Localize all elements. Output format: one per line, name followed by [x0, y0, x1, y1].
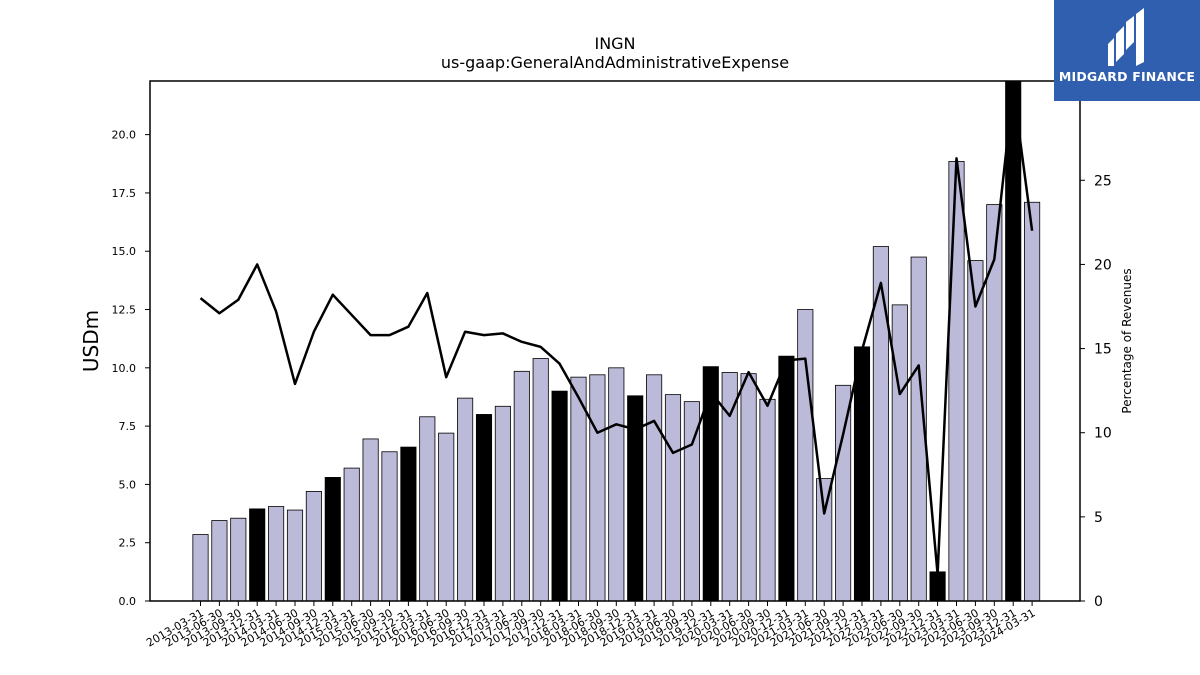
bar	[268, 506, 285, 602]
bar	[608, 367, 625, 602]
bar	[646, 374, 663, 602]
bar	[891, 304, 908, 602]
bar	[967, 260, 984, 602]
bar	[192, 534, 209, 602]
bar	[702, 366, 719, 602]
line-layer	[199, 86, 1034, 576]
bar	[721, 372, 738, 602]
bar	[835, 384, 852, 602]
y-tick-label: 17.5	[112, 187, 137, 200]
bar	[381, 451, 398, 602]
y-tick-label: 10.0	[112, 362, 137, 375]
bar	[1005, 80, 1022, 602]
plot-frame	[149, 80, 1081, 602]
y-tick-label: 15.0	[112, 245, 137, 258]
pct-revenue-line	[199, 86, 1034, 576]
bar	[570, 376, 587, 602]
bars-layer	[192, 80, 1041, 602]
y2-tick-label: 25	[1094, 173, 1112, 189]
bar	[305, 490, 322, 602]
y-tick-label: 2.5	[119, 537, 137, 550]
y-tick-label: 0.0	[119, 595, 137, 608]
y-tick-label: 20.0	[112, 129, 137, 142]
bar	[740, 373, 757, 602]
bar	[797, 309, 814, 602]
y2-axis-label: Percentage of Revenues	[1120, 268, 1134, 413]
bar	[419, 416, 436, 602]
y-tick-label: 5.0	[119, 478, 137, 491]
bar	[551, 390, 568, 602]
y2-tick-label: 5	[1094, 510, 1103, 526]
bar	[362, 438, 379, 602]
bar	[438, 432, 455, 602]
bar	[759, 398, 776, 602]
bar	[475, 414, 493, 602]
y2-tick-label: 10	[1094, 426, 1112, 442]
bar	[211, 520, 228, 602]
y-axis-label: USDm	[79, 310, 103, 372]
bar	[929, 571, 946, 602]
bar	[664, 394, 682, 602]
bar	[324, 477, 341, 602]
bar	[457, 397, 474, 602]
y2-tick-label: 0	[1094, 594, 1103, 610]
bar	[853, 346, 871, 602]
bar	[532, 358, 549, 602]
brand-logo: MIDGARD FINANCE	[1054, 0, 1200, 101]
midgard-logo-icon	[1108, 8, 1144, 66]
chart-title: INGN	[594, 34, 635, 53]
bar	[778, 355, 795, 602]
bar	[589, 374, 606, 602]
bar	[249, 508, 266, 602]
bar	[494, 405, 511, 602]
y-tick-label: 12.5	[112, 304, 137, 317]
left-axis: 0.0 2.5 5.0 7.5 10.0 12.5 15.0 17.5 20.0	[112, 129, 150, 608]
bar	[400, 446, 417, 602]
y2-tick-label: 15	[1094, 342, 1112, 358]
y-tick-label: 7.5	[119, 420, 137, 433]
bar	[816, 478, 833, 602]
bar	[343, 467, 360, 602]
y2-tick-label: 20	[1094, 257, 1112, 273]
bar	[513, 370, 530, 602]
right-axis: 051015202530	[1080, 89, 1112, 610]
chart-subtitle: us-gaap:GeneralAndAdministrativeExpense	[441, 53, 789, 72]
brand-name: MIDGARD FINANCE	[1058, 69, 1196, 84]
bar	[948, 161, 965, 602]
bar	[230, 517, 247, 602]
bottom-axis: 2013-03-312013-06-302013-09-302013-12-31…	[144, 601, 1038, 650]
bar	[1024, 201, 1041, 602]
bar	[986, 204, 1003, 602]
bar	[286, 509, 304, 602]
